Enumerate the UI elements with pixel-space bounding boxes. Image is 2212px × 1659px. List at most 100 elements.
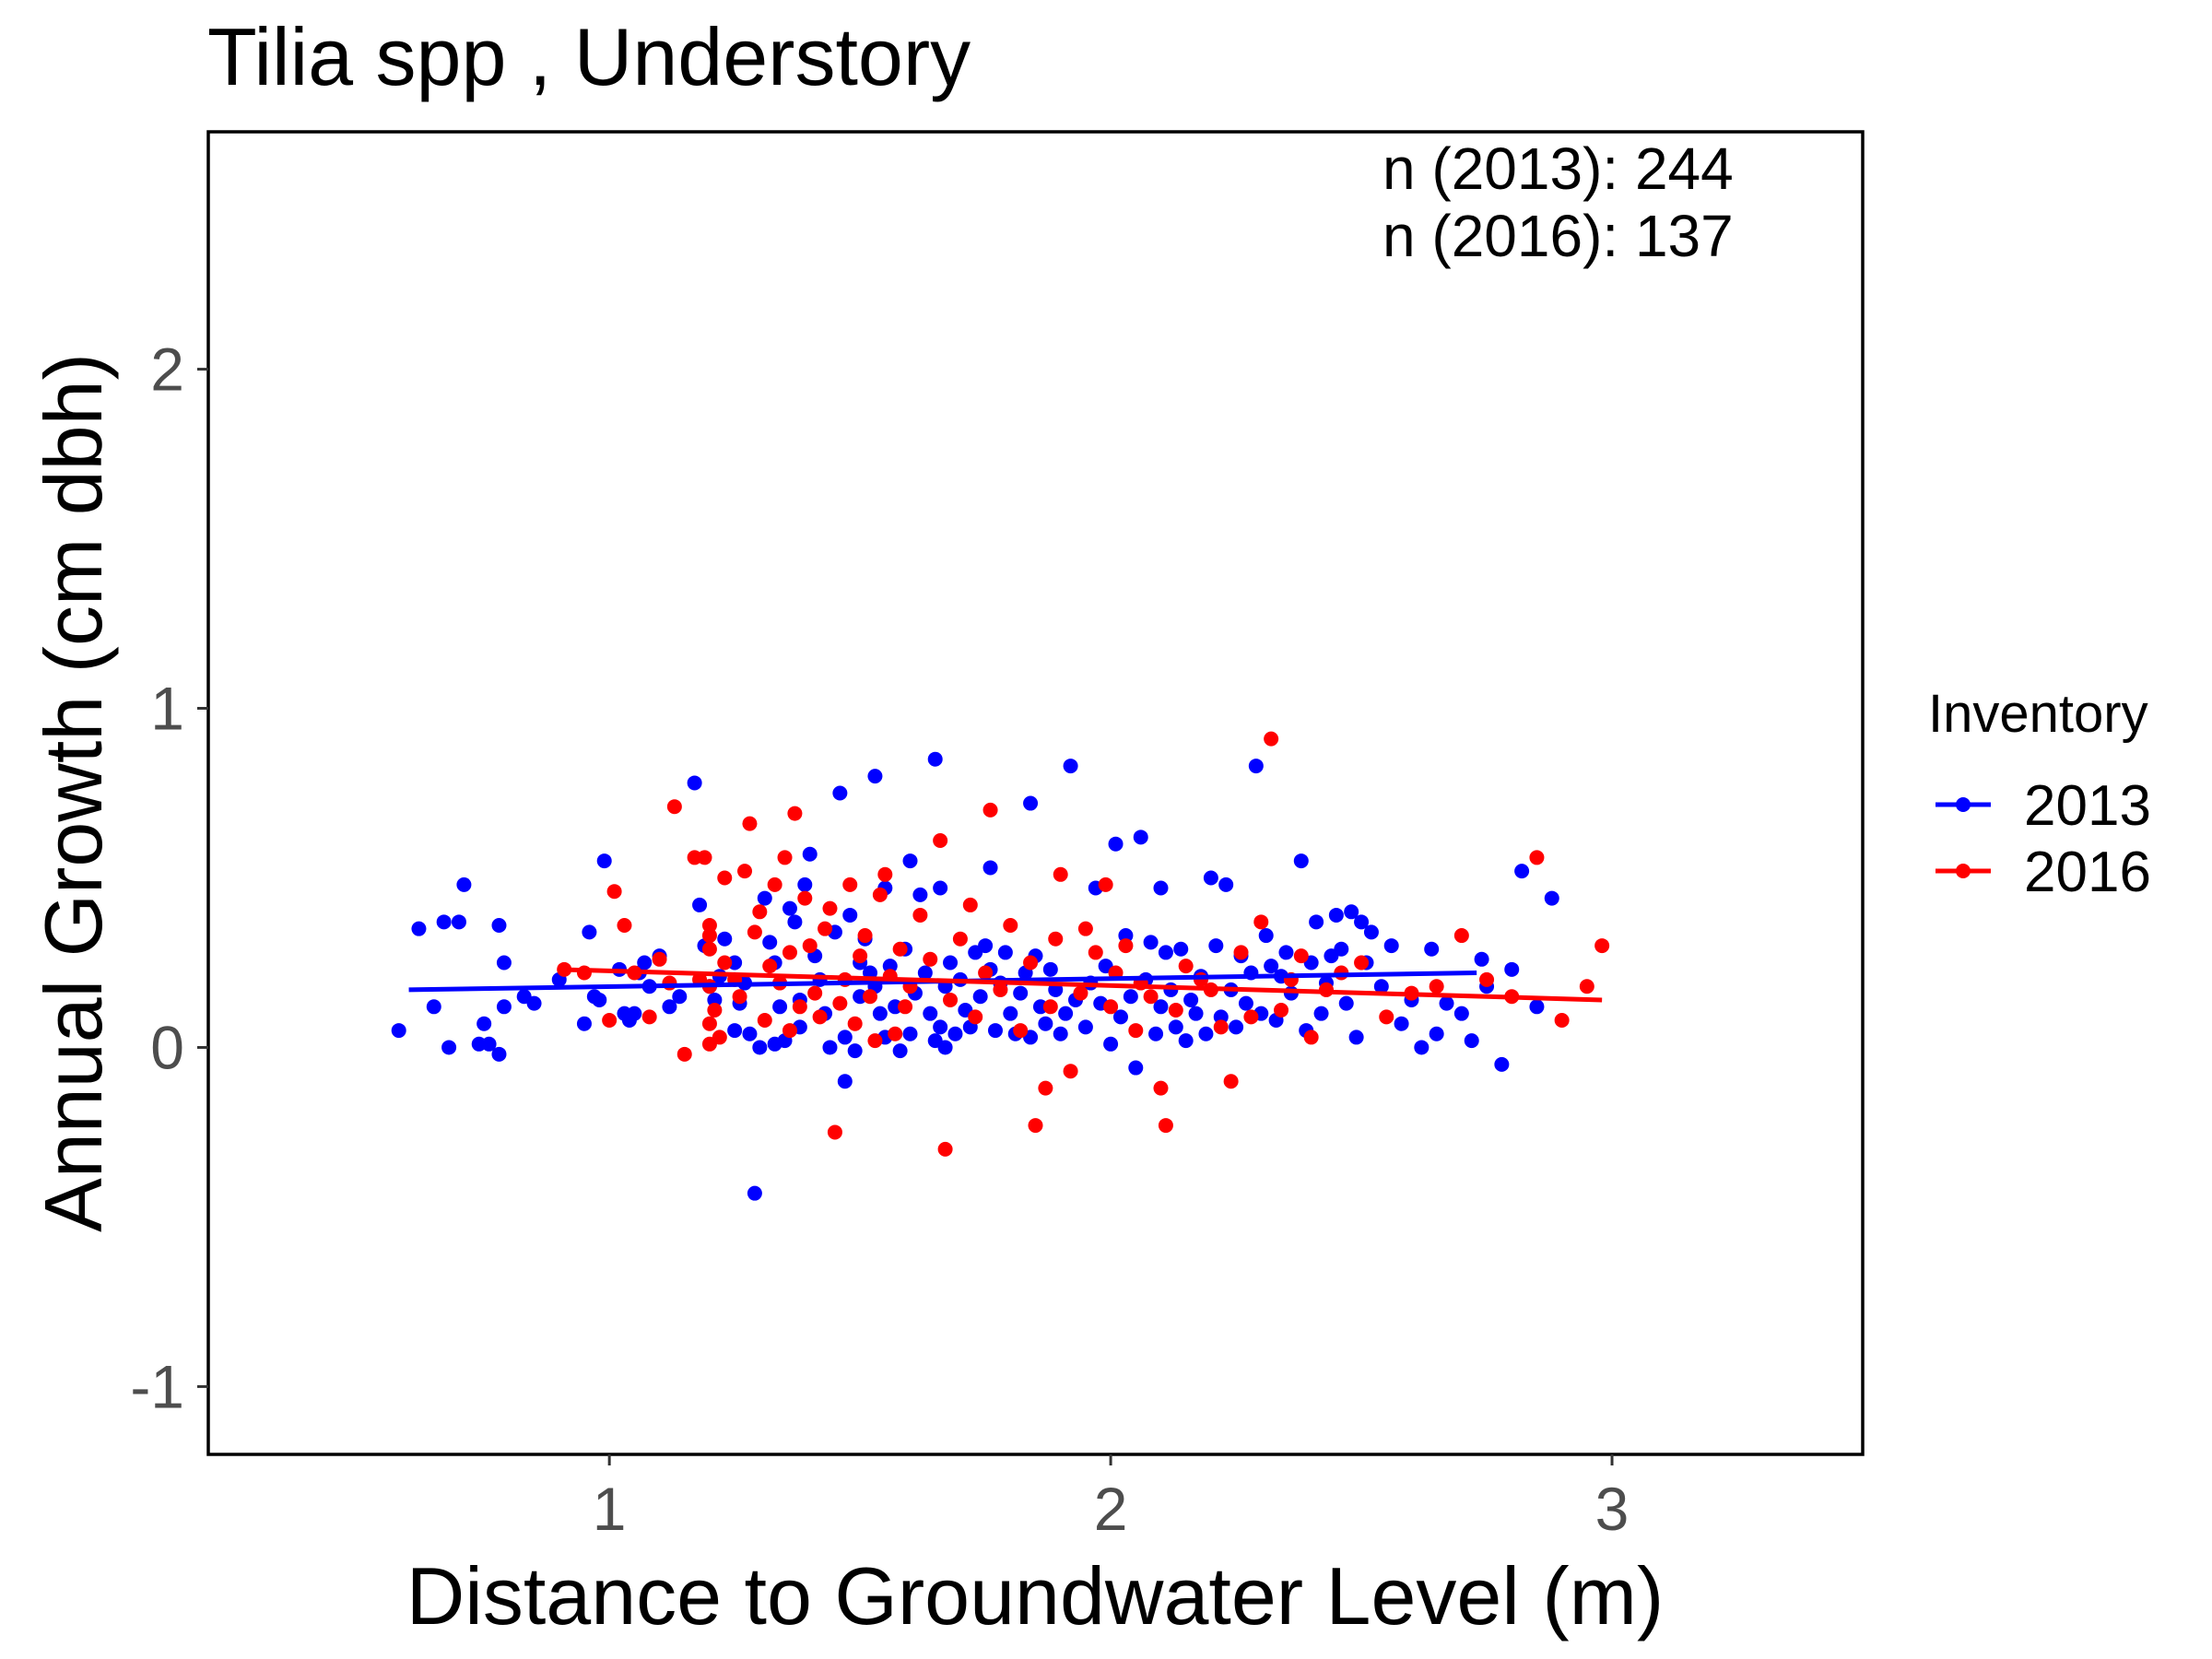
data-point-2016 bbox=[701, 918, 717, 933]
data-point-2013 bbox=[1363, 924, 1379, 940]
data-point-2016 bbox=[937, 1141, 953, 1157]
data-point-2013 bbox=[1153, 880, 1169, 896]
data-point-2013 bbox=[707, 992, 723, 1007]
data-point-2016 bbox=[842, 877, 858, 892]
data-point-2013 bbox=[1338, 995, 1354, 1011]
x-tick-label: 1 bbox=[593, 1475, 627, 1543]
data-point-2016 bbox=[1529, 850, 1545, 865]
data-point-2013 bbox=[1158, 945, 1173, 960]
data-point-2016 bbox=[1429, 979, 1444, 994]
data-point-2016 bbox=[1274, 1002, 1289, 1018]
data-point-2013 bbox=[1293, 853, 1309, 869]
data-point-2013 bbox=[576, 1016, 592, 1031]
data-point-2013 bbox=[902, 853, 918, 869]
data-point-2016 bbox=[1233, 945, 1249, 960]
data-point-2013 bbox=[842, 907, 858, 923]
data-point-2013 bbox=[1118, 928, 1134, 944]
data-point-2016 bbox=[923, 951, 938, 967]
data-point-2013 bbox=[1514, 864, 1530, 879]
data-point-2016 bbox=[1264, 731, 1279, 747]
data-point-2016 bbox=[892, 941, 908, 957]
data-point-2016 bbox=[712, 1030, 727, 1045]
chart-title: Tilia spp , Understory bbox=[207, 11, 971, 102]
trend-line-2016 bbox=[559, 967, 1603, 1003]
data-point-2016 bbox=[666, 799, 682, 815]
data-point-2016 bbox=[1128, 1023, 1144, 1039]
data-point-2016 bbox=[717, 870, 733, 886]
legend-item-2016: 2016 bbox=[1936, 841, 2151, 904]
data-point-2013 bbox=[1258, 928, 1274, 944]
data-point-2016 bbox=[757, 1013, 772, 1029]
data-point-2016 bbox=[1213, 1019, 1229, 1035]
data-point-2013 bbox=[837, 1030, 853, 1045]
data-point-2013 bbox=[1112, 1009, 1128, 1025]
data-point-2016 bbox=[1223, 1074, 1239, 1089]
data-point-2016 bbox=[782, 945, 797, 960]
data-point-2013 bbox=[687, 775, 702, 791]
data-point-2016 bbox=[1379, 1009, 1394, 1025]
data-point-2016 bbox=[1073, 985, 1088, 1001]
data-point-2013 bbox=[1173, 941, 1189, 957]
annotation-n-2016: n (2016): 137 bbox=[1382, 203, 1734, 269]
data-point-2013 bbox=[1264, 959, 1279, 974]
data-point-2016 bbox=[818, 921, 833, 936]
data-point-2016 bbox=[742, 816, 758, 831]
data-point-2013 bbox=[1464, 1033, 1479, 1049]
data-point-2013 bbox=[1143, 935, 1159, 950]
data-point-2013 bbox=[1133, 830, 1148, 845]
data-point-2016 bbox=[606, 884, 622, 900]
data-point-2013 bbox=[1394, 1016, 1409, 1031]
data-point-2016 bbox=[1143, 989, 1159, 1005]
data-point-2013 bbox=[1042, 961, 1058, 977]
data-point-2013 bbox=[672, 989, 688, 1005]
data-point-2016 bbox=[767, 877, 782, 892]
data-point-2013 bbox=[481, 1036, 497, 1052]
data-point-2013 bbox=[1063, 759, 1078, 774]
data-point-2013 bbox=[1334, 941, 1349, 957]
data-point-2013 bbox=[1103, 1036, 1119, 1052]
data-point-2016 bbox=[1293, 948, 1309, 964]
data-point-2013 bbox=[1208, 938, 1224, 954]
data-point-2016 bbox=[1023, 955, 1039, 971]
data-point-2013 bbox=[752, 1040, 768, 1055]
data-point-2013 bbox=[923, 1006, 938, 1021]
legend-key-point bbox=[1956, 864, 1971, 878]
data-point-2013 bbox=[782, 900, 797, 916]
data-point-2016 bbox=[762, 959, 778, 974]
data-point-2013 bbox=[1383, 938, 1399, 954]
data-point-2013 bbox=[627, 1006, 642, 1021]
data-point-2013 bbox=[391, 1023, 406, 1039]
data-point-2013 bbox=[892, 1043, 908, 1059]
data-point-2016 bbox=[853, 948, 868, 964]
data-point-2016 bbox=[797, 890, 813, 906]
y-tick-label: 2 bbox=[150, 335, 184, 404]
data-point-2016 bbox=[1243, 1009, 1259, 1025]
data-point-2016 bbox=[962, 897, 978, 912]
data-point-2013 bbox=[1053, 1026, 1068, 1041]
trend-lines bbox=[408, 967, 1603, 1003]
data-point-2013 bbox=[496, 955, 512, 971]
data-point-2016 bbox=[701, 941, 717, 957]
data-point-2016 bbox=[1077, 921, 1093, 936]
legend-label: 2013 bbox=[2024, 774, 2151, 838]
data-point-2013 bbox=[596, 853, 612, 869]
data-point-2016 bbox=[1088, 945, 1103, 960]
data-point-2016 bbox=[1013, 1023, 1029, 1039]
data-point-2013 bbox=[762, 935, 778, 950]
data-point-2016 bbox=[952, 931, 968, 947]
data-point-2016 bbox=[677, 1046, 692, 1062]
data-point-2013 bbox=[692, 897, 708, 912]
x-tick-label: 2 bbox=[1094, 1475, 1128, 1543]
data-point-2016 bbox=[827, 1124, 842, 1140]
data-point-2013 bbox=[1373, 979, 1389, 994]
data-point-2016 bbox=[912, 907, 928, 923]
data-point-2016 bbox=[872, 887, 888, 902]
data-point-2013 bbox=[917, 965, 933, 981]
data-point-2013 bbox=[837, 1074, 853, 1089]
data-point-2013 bbox=[1038, 1016, 1053, 1031]
data-point-2016 bbox=[1168, 1002, 1183, 1018]
data-point-2013 bbox=[1003, 1006, 1018, 1021]
data-point-2016 bbox=[662, 975, 677, 991]
